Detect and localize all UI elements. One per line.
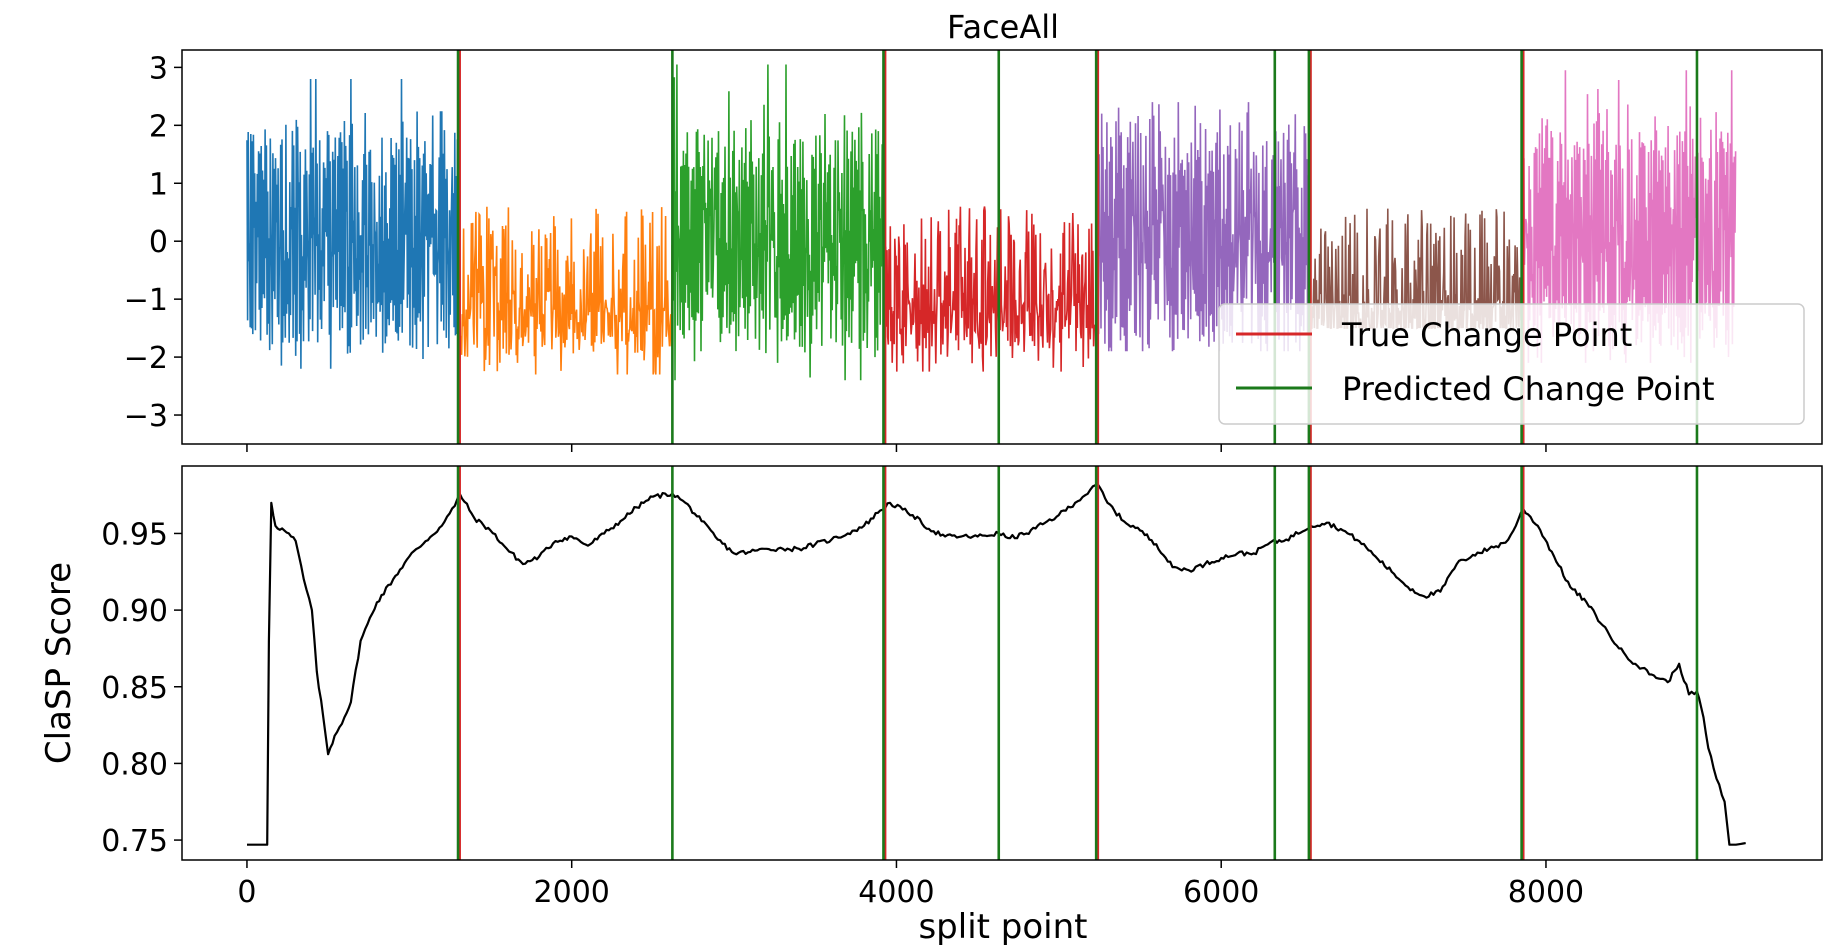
time-series-segment-7: [1522, 70, 1737, 363]
top-y-tick-label: 2: [149, 109, 168, 144]
bottom-x-tick-label: 6000: [1183, 875, 1259, 910]
top-plot-frame: [181, 49, 1823, 445]
top-x-axis-ticks: [246, 444, 1547, 452]
time-series-segment-2: [458, 206, 673, 375]
time-series-segment-3: [671, 64, 886, 381]
bottom-y-tick-label: 0.95: [101, 517, 168, 552]
bottom-change-point-lines: [456, 466, 1699, 860]
top-change-point-lines: [456, 50, 1699, 444]
top-y-axis: 3 2 1 0 −1 −2 −3: [124, 51, 182, 434]
bottom-x-tick-label: 2000: [534, 875, 610, 910]
bottom-y-tick-label: 0.85: [101, 671, 168, 706]
clasp-profile-panel: 0.95 0.90 0.85 0.80 0.75 0 2000 4000 6000 8000 C…: [39, 465, 1823, 947]
top-y-tick-label: −2: [124, 341, 168, 376]
legend-predicted-change-point-label: Predicted Change Point: [1342, 370, 1715, 408]
top-y-tick-label: −3: [124, 399, 168, 434]
bottom-plot-frame: [181, 465, 1823, 861]
bottom-y-tick-label: 0.75: [101, 824, 168, 859]
bottom-y-tick-label: 0.80: [101, 747, 168, 782]
top-y-tick-label: 1: [149, 167, 168, 202]
time-series-segment-4: [884, 206, 1099, 372]
legend-box: [1218, 303, 1805, 425]
y-axis-label: ClaSP Score: [39, 562, 79, 764]
x-axis-label: split point: [918, 907, 1087, 947]
bottom-x-tick-label: 4000: [858, 875, 934, 910]
bottom-y-tick-label: 0.90: [101, 594, 168, 629]
bottom-x-tick-label: 0: [237, 875, 256, 910]
top-y-tick-label: 3: [149, 51, 168, 86]
legend-true-change-point-label: True Change Point: [1341, 316, 1632, 354]
top-y-tick-label: 0: [149, 225, 168, 260]
chart-title: FaceAll: [947, 8, 1059, 46]
clasp-score-line: [247, 483, 1746, 846]
legend: True Change Point Predicted Change Point: [1218, 303, 1805, 425]
time-series-panel: 3 2 1 0 −1 −2 −3: [124, 49, 1823, 452]
bottom-x-tick-label: 8000: [1508, 875, 1584, 910]
time-series-segment-1: [246, 78, 461, 369]
top-y-tick-label: −1: [124, 283, 168, 318]
bottom-y-axis: 0.95 0.90 0.85 0.80 0.75: [101, 517, 182, 859]
bottom-x-axis: 0 2000 4000 6000 8000: [237, 860, 1584, 910]
